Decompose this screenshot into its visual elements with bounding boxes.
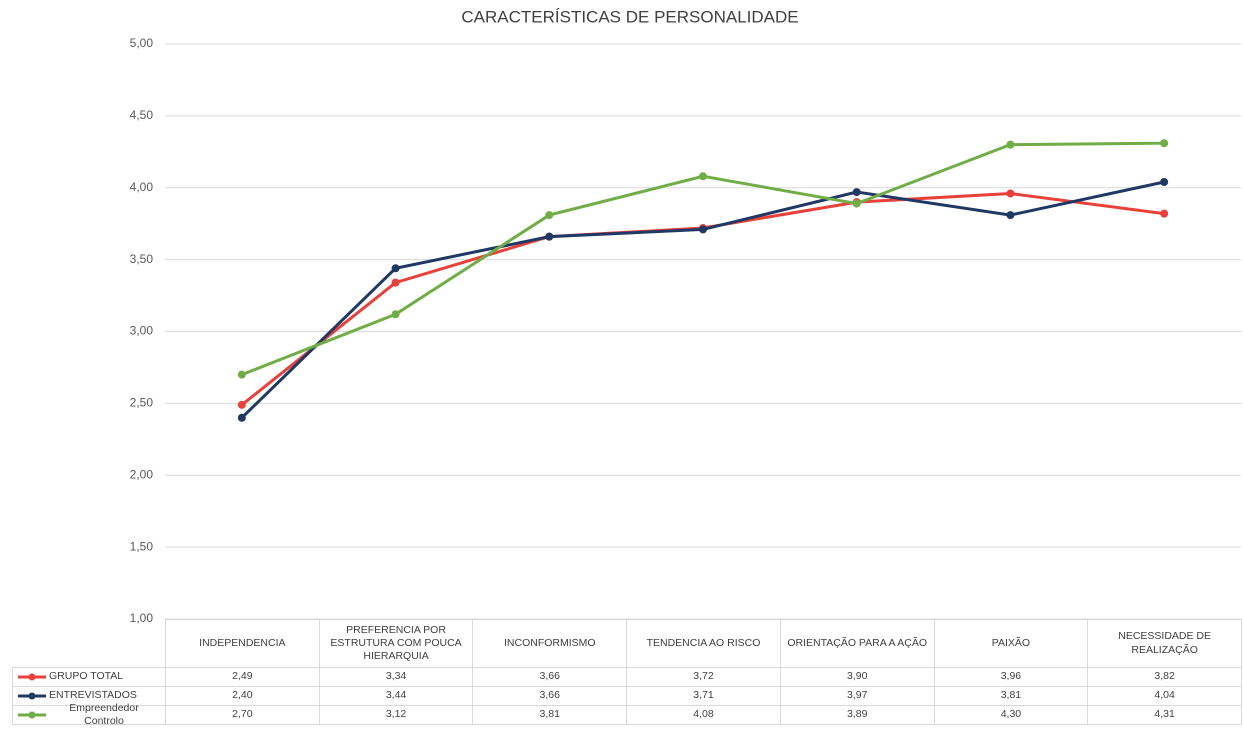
- point: [391, 264, 400, 273]
- y-tick-label: 4,00: [130, 180, 154, 194]
- table-value: 3,72: [626, 667, 781, 687]
- point: [1006, 211, 1015, 220]
- x-tick-label: PREFERENCIA POR ESTRUTURA COM POUCA HIER…: [318, 619, 474, 668]
- point: [1160, 178, 1169, 186]
- point: [852, 199, 861, 208]
- point: [852, 188, 861, 197]
- x-tick-label: TENDENCIA AO RISCO: [626, 619, 781, 668]
- point: [1006, 189, 1015, 198]
- point: [545, 232, 554, 241]
- series-line: [240, 180, 1165, 419]
- y-tick-label: 5,00: [130, 36, 154, 50]
- x-tick-label: INDEPENDENCIA: [165, 619, 320, 668]
- y-tick-label: 3,50: [130, 252, 154, 266]
- table-value: 3,90: [779, 667, 935, 687]
- x-tick-label: NECESSIDADE DE REALIZAÇÃO: [1087, 619, 1242, 668]
- x-tick-label: PAIXÃO: [933, 619, 1089, 668]
- x-tick-label: ORIENTAÇÃO PARA A AÇÃO: [779, 619, 935, 668]
- y-tick-label: 1,50: [130, 539, 154, 553]
- table-value: 4,31: [1087, 705, 1242, 725]
- legend-dot: [28, 711, 36, 719]
- table-value: 3,89: [779, 705, 935, 725]
- table-value: 2,40: [165, 686, 320, 706]
- table-value: 2,70: [165, 705, 320, 725]
- point: [1006, 140, 1015, 149]
- point: [237, 413, 246, 422]
- point: [391, 310, 400, 319]
- legend-dot: [28, 673, 36, 681]
- y-tick-label: 2,00: [130, 467, 154, 481]
- point: [699, 172, 707, 181]
- table-value: 3,96: [933, 667, 1089, 687]
- legend-label: ENTREVISTADOS: [49, 689, 137, 702]
- table-value: 3,82: [1087, 667, 1242, 687]
- y-tick-label: 4,50: [130, 108, 154, 122]
- legend-marker: [18, 673, 46, 681]
- table-value: 3,97: [779, 686, 935, 706]
- y-tick-label: 1,00: [130, 611, 154, 625]
- point: [237, 400, 246, 409]
- table-value: 3,44: [318, 686, 474, 706]
- table-value: 3,81: [472, 705, 628, 725]
- table-value: 3,66: [472, 667, 628, 687]
- x-tick-label: INCONFORMISMO: [472, 619, 628, 668]
- table-value: 3,71: [626, 686, 781, 706]
- table-value: 3,66: [472, 686, 628, 706]
- table-value: 4,04: [1087, 686, 1242, 706]
- point: [1160, 209, 1169, 218]
- legend-marker: [18, 692, 46, 700]
- y-tick-label: 2,50: [130, 396, 154, 410]
- legend-dot: [28, 692, 36, 700]
- point: [1160, 139, 1169, 148]
- legend-entry: GRUPO TOTAL: [12, 667, 166, 687]
- table-value: 3,34: [318, 667, 474, 687]
- chart-title: CARACTERÍSTICAS DE PERSONALIDADE: [461, 7, 798, 26]
- point: [237, 370, 246, 379]
- table-value: 3,81: [933, 686, 1089, 706]
- table-value: 3,12: [318, 705, 474, 725]
- point: [545, 211, 554, 220]
- y-tick-label: 3,00: [130, 324, 154, 338]
- legend-label: GRUPO TOTAL: [49, 670, 124, 683]
- table-value: 4,08: [626, 705, 781, 725]
- legend-label: Empreendedor Controlo: [69, 701, 139, 727]
- table-value: 2,49: [165, 667, 320, 687]
- legend-entry: Empreendedor Controlo: [12, 701, 166, 727]
- point: [391, 278, 400, 287]
- table-value: 4,30: [933, 705, 1089, 725]
- legend-marker: [18, 711, 46, 719]
- point: [699, 225, 707, 234]
